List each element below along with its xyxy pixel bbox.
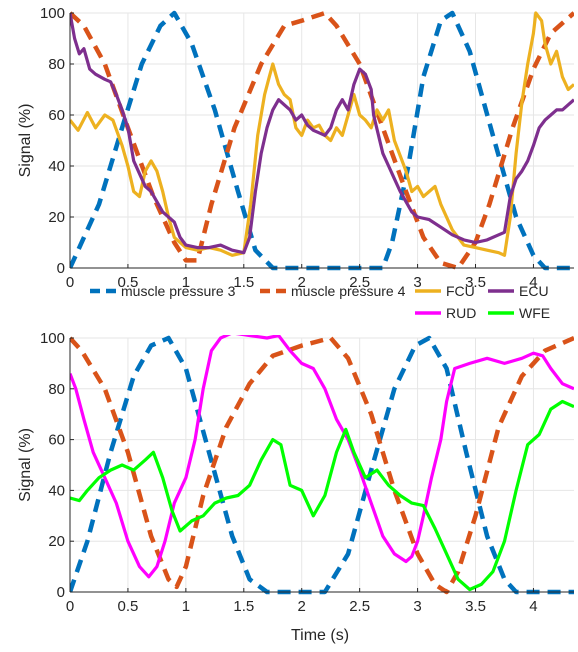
x-tick-label: 4 [529, 598, 537, 615]
series-line-muscle-pressure-4 [70, 10, 574, 271]
x-tick-label: 0 [66, 598, 74, 615]
legend-label: muscle pressure 4 [291, 283, 406, 299]
x-axis-title: Time (s) [291, 627, 349, 644]
x-tick-label: 0.5 [118, 274, 139, 291]
x-tick-label: 1.5 [233, 274, 254, 291]
legend-label: muscle pressure 3 [121, 283, 236, 299]
y-tick-label: 0 [57, 260, 65, 277]
legend-label: WFE [519, 305, 550, 321]
x-tick-label: 2 [298, 598, 306, 615]
x-tick-label: 2.5 [349, 598, 370, 615]
x-tick-label: 1 [182, 274, 190, 291]
y-tick-label: 40 [48, 158, 65, 175]
x-tick-label: 1 [182, 598, 190, 615]
legend-label: FCU [446, 283, 475, 299]
y-tick-label: 0 [57, 584, 65, 601]
x-tick-label: 2 [298, 274, 306, 291]
series-line-fcu [70, 11, 574, 257]
y-axis-title: Signal (%) [17, 104, 34, 178]
legend: muscle pressure 3 muscle pressure 4 FCU ECU… [90, 283, 550, 321]
y-tick-label: 60 [48, 432, 65, 449]
x-tick-label: 0.5 [118, 598, 139, 615]
x-tick-label: 3 [413, 598, 421, 615]
series-line-ecu [70, 12, 574, 255]
y-tick-label: 80 [48, 381, 65, 398]
y-tick-label: 20 [48, 533, 65, 550]
series-group [70, 335, 574, 595]
x-tick-label: 2.5 [349, 274, 370, 291]
series-line-muscle-pressure-4 [70, 335, 574, 595]
y-tick-label: 100 [40, 330, 65, 347]
y-tick-label: 60 [48, 107, 65, 124]
x-tick-label: 4 [529, 274, 537, 291]
x-tick-label: 1.5 [233, 598, 254, 615]
series-line-wfe [70, 399, 574, 592]
x-tick-label: 3.5 [465, 598, 486, 615]
y-tick-label: 20 [48, 209, 65, 226]
y-tick-label: 100 [40, 5, 65, 22]
y-tick-label: 80 [48, 56, 65, 73]
legend-label: RUD [446, 305, 476, 321]
series-group [70, 10, 574, 271]
x-tick-label: 3 [413, 274, 421, 291]
series-line-muscle-pressure-3 [70, 10, 574, 271]
y-axis-title: Signal (%) [17, 428, 34, 502]
y-tick-label: 40 [48, 482, 65, 499]
series-line-rud [70, 335, 574, 579]
x-tick-label: 3.5 [465, 274, 486, 291]
x-tick-label: 0 [66, 274, 74, 291]
legend-label: ECU [519, 283, 549, 299]
